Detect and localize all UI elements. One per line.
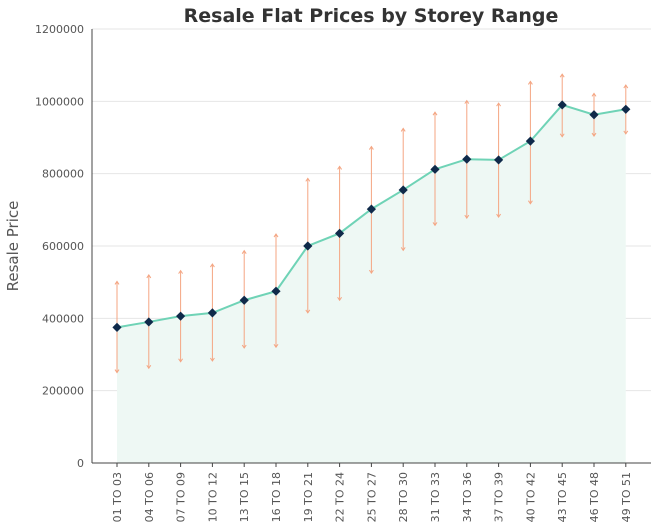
x-tick-label: 10 TO 12 — [206, 472, 219, 522]
error-cap-top — [114, 280, 120, 285]
x-tick-label: 16 TO 18 — [270, 472, 283, 522]
axes — [91, 29, 651, 467]
error-cap-bottom — [209, 357, 215, 362]
data-point — [621, 104, 631, 114]
data-point — [589, 110, 599, 120]
error-cap-bottom — [368, 269, 374, 275]
y-tick-label: 800000 — [42, 168, 84, 181]
error-cap-bottom — [400, 247, 406, 252]
data-point — [557, 100, 567, 110]
error-cap-top — [432, 111, 438, 116]
chart-title: Resale Flat Prices by Storey Range — [184, 5, 559, 27]
x-tick-label: 40 TO 42 — [524, 472, 537, 522]
y-tick-label: 400000 — [42, 312, 84, 325]
error-cap-top — [273, 233, 279, 238]
x-tick-label: 25 TO 27 — [365, 472, 378, 522]
error-cap-bottom — [305, 309, 311, 314]
x-tick-label: 46 TO 48 — [588, 472, 601, 522]
data-point — [525, 136, 535, 146]
data-point — [176, 311, 186, 321]
x-tick-label: 22 TO 24 — [334, 472, 347, 522]
error-cap-top — [464, 99, 470, 104]
y-tick-label: 1200000 — [35, 23, 84, 36]
error-cap-top — [241, 249, 247, 254]
error-cap-top — [209, 263, 215, 268]
x-tick-label: 19 TO 21 — [302, 472, 315, 522]
data-point — [303, 241, 313, 251]
error-cap-top — [146, 274, 152, 279]
error-cap-bottom — [559, 133, 565, 138]
error-cap-top — [559, 73, 565, 78]
x-tick-label: 37 TO 39 — [493, 472, 506, 522]
data-point — [144, 317, 154, 327]
data-point — [366, 204, 376, 214]
data-point — [207, 308, 217, 318]
error-cap-bottom — [623, 130, 629, 135]
y-tick-label: 600000 — [42, 240, 84, 253]
data-point — [398, 185, 408, 195]
error-cap-bottom — [527, 200, 533, 205]
error-cap-top — [337, 165, 343, 170]
error-cap-bottom — [146, 364, 152, 370]
x-tick-label: 13 TO 15 — [238, 472, 251, 522]
error-cap-top — [623, 84, 629, 89]
y-axis-title: Resale Price — [4, 201, 22, 292]
error-cap-bottom — [114, 369, 120, 374]
error-cap-top — [527, 80, 533, 85]
y-tick-labels: 0 200000 400000 600000 800000 1000000 1200000 — [35, 23, 84, 470]
data-point — [430, 164, 440, 174]
x-tick-label: 07 TO 09 — [175, 472, 188, 522]
error-cap-top — [368, 145, 374, 150]
error-cap-top — [305, 177, 311, 182]
error-cap-bottom — [591, 132, 597, 137]
error-cap-bottom — [273, 343, 279, 349]
error-cap-top — [591, 92, 597, 97]
x-tick-labels: 01 TO 03 04 TO 06 07 TO 09 10 TO 12 13 TO 15… — [111, 472, 633, 522]
y-tick-label: 1000000 — [35, 95, 84, 108]
x-tick-label: 34 TO 36 — [461, 472, 474, 522]
error-cap-bottom — [432, 222, 438, 227]
data-point — [271, 286, 281, 296]
x-tick-label: 01 TO 03 — [111, 472, 124, 522]
x-tick-label: 31 TO 33 — [429, 472, 442, 522]
data-point — [112, 322, 122, 332]
error-cap-bottom — [337, 296, 343, 302]
error-cap-top — [496, 102, 502, 107]
data-point — [335, 228, 345, 238]
error-cap-bottom — [241, 344, 247, 349]
data-point — [462, 154, 472, 164]
data-point — [494, 155, 504, 165]
x-tick-label: 43 TO 45 — [556, 472, 569, 522]
error-cap-top — [400, 127, 406, 132]
error-cap-top — [178, 269, 184, 274]
error-cap-bottom — [496, 213, 502, 218]
data-points-layer — [112, 100, 631, 332]
y-tick-label: 0 — [77, 457, 84, 470]
x-tick-label: 04 TO 06 — [143, 472, 156, 522]
y-tick-label: 200000 — [42, 385, 84, 398]
data-point — [239, 295, 249, 305]
error-cap-bottom — [178, 358, 184, 363]
x-tick-label: 28 TO 30 — [397, 472, 410, 522]
x-tick-label: 49 TO 51 — [620, 472, 633, 522]
error-cap-bottom — [464, 214, 470, 220]
